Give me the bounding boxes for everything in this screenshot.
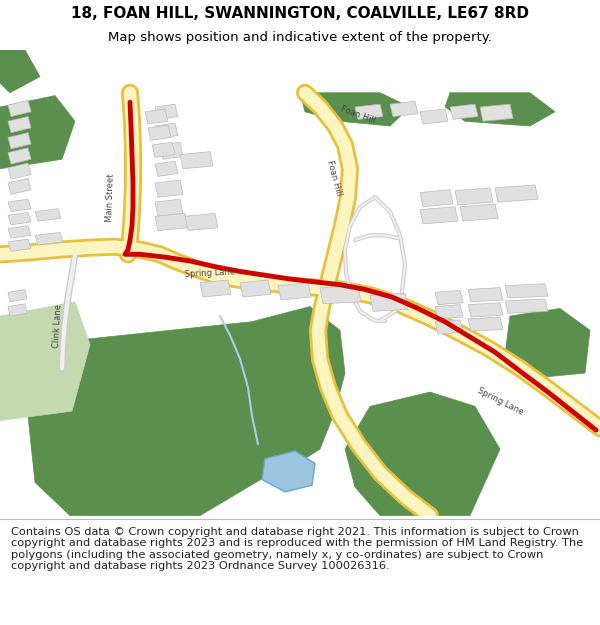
Polygon shape [505, 284, 548, 298]
Polygon shape [495, 185, 538, 202]
Polygon shape [28, 321, 285, 516]
Polygon shape [320, 286, 361, 304]
Polygon shape [278, 282, 311, 300]
Text: Contains OS data © Crown copyright and database right 2021. This information is : Contains OS data © Crown copyright and d… [11, 526, 583, 571]
Polygon shape [240, 307, 345, 468]
Polygon shape [155, 104, 178, 119]
Polygon shape [0, 50, 40, 92]
Polygon shape [35, 232, 63, 245]
Polygon shape [200, 280, 231, 297]
Polygon shape [8, 178, 31, 194]
Polygon shape [145, 109, 168, 124]
Polygon shape [155, 123, 178, 138]
Polygon shape [450, 104, 478, 119]
Polygon shape [370, 293, 408, 311]
Polygon shape [155, 214, 188, 231]
Polygon shape [455, 188, 493, 205]
Polygon shape [8, 101, 31, 116]
Polygon shape [148, 125, 171, 140]
Polygon shape [35, 209, 61, 221]
Polygon shape [435, 320, 463, 334]
Polygon shape [8, 239, 31, 251]
Polygon shape [468, 288, 503, 302]
Polygon shape [180, 152, 213, 169]
Polygon shape [152, 142, 175, 158]
Polygon shape [8, 132, 31, 149]
Polygon shape [480, 104, 513, 121]
Polygon shape [505, 309, 590, 378]
Text: Clink Lane: Clink Lane [52, 303, 64, 348]
Text: 18, FOAN HILL, SWANNINGTON, COALVILLE, LE67 8RD: 18, FOAN HILL, SWANNINGTON, COALVILLE, L… [71, 6, 529, 21]
Text: Map shows position and indicative extent of the property.: Map shows position and indicative extent… [108, 31, 492, 44]
Polygon shape [300, 92, 410, 126]
Polygon shape [8, 213, 31, 225]
Polygon shape [8, 289, 27, 302]
Polygon shape [0, 302, 90, 421]
Polygon shape [420, 189, 453, 207]
Text: Spring Lane: Spring Lane [476, 386, 524, 417]
Polygon shape [505, 299, 548, 313]
Text: Foan Hill: Foan Hill [340, 104, 377, 125]
Polygon shape [435, 304, 463, 319]
Text: Foan Hill: Foan Hill [325, 159, 343, 197]
Polygon shape [435, 291, 463, 304]
Polygon shape [468, 317, 503, 331]
Polygon shape [445, 92, 555, 126]
Polygon shape [240, 280, 271, 297]
Polygon shape [155, 161, 178, 176]
Polygon shape [355, 104, 383, 119]
Polygon shape [155, 199, 183, 216]
Polygon shape [8, 199, 31, 211]
Polygon shape [420, 109, 448, 124]
Text: Main Street: Main Street [104, 173, 115, 222]
Text: Spring Lane: Spring Lane [185, 268, 235, 279]
Polygon shape [8, 304, 27, 316]
Polygon shape [468, 302, 503, 317]
Polygon shape [420, 207, 458, 224]
Polygon shape [185, 214, 218, 231]
Polygon shape [262, 451, 315, 492]
Polygon shape [155, 180, 183, 198]
Polygon shape [460, 204, 498, 221]
Polygon shape [0, 96, 75, 169]
Polygon shape [160, 142, 183, 159]
Polygon shape [8, 226, 31, 238]
Polygon shape [8, 148, 31, 164]
Polygon shape [345, 392, 500, 516]
Polygon shape [390, 101, 418, 116]
Polygon shape [8, 116, 31, 132]
Polygon shape [8, 163, 31, 179]
